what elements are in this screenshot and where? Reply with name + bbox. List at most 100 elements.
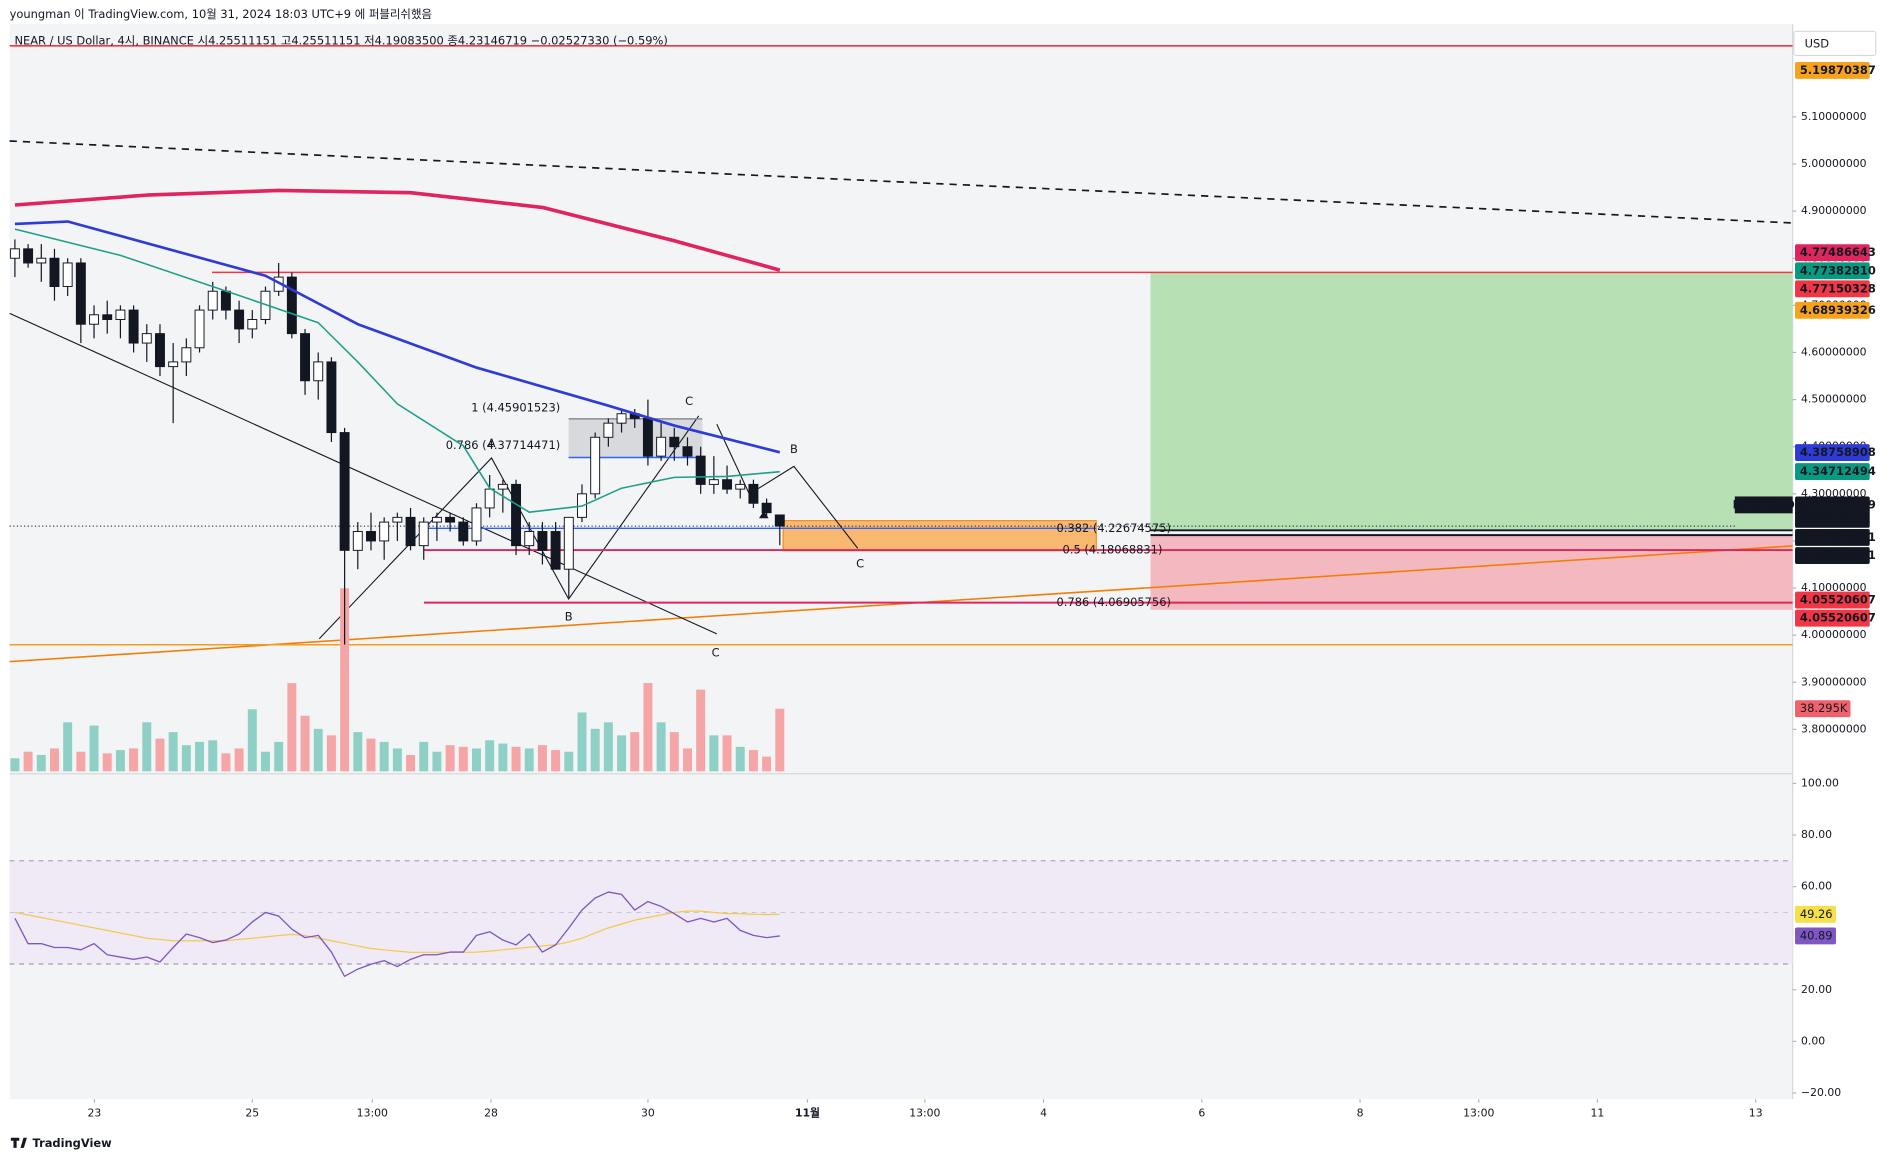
- candle-body: [511, 483, 522, 547]
- candle-body: [550, 531, 561, 570]
- volume-bar: [735, 746, 745, 772]
- channel-line: [9, 312, 718, 635]
- rsi-badge: [1795, 927, 1836, 945]
- price-badge: [1795, 262, 1870, 280]
- candle-body: [62, 262, 73, 288]
- price-badge: [1795, 463, 1870, 481]
- moving-average: [14, 228, 780, 513]
- candle-body: [23, 248, 34, 264]
- candle-body: [313, 361, 324, 382]
- volume-bar: [142, 722, 152, 772]
- brand: TradingView: [33, 1136, 113, 1150]
- rsi-y-tick-label: 20.00: [1801, 983, 1832, 996]
- candle-body: [352, 531, 363, 551]
- moving-average: [14, 188, 781, 272]
- candle-body: [326, 361, 337, 434]
- volume-bar: [617, 735, 627, 772]
- price-badge-label: 4.23146719: [1800, 497, 1876, 511]
- y-tick-label: 3.80000000: [1801, 722, 1867, 735]
- volume-bar: [234, 748, 244, 772]
- candle-body: [656, 436, 667, 457]
- price-badge: [1795, 609, 1870, 627]
- candle-body: [49, 257, 60, 288]
- volume-bar: [353, 732, 363, 772]
- volume-bar: [340, 588, 350, 772]
- x-tick-label: 23: [88, 1107, 102, 1120]
- y-tick-label: 5.10000000: [1801, 110, 1867, 123]
- currency-box[interactable]: [1793, 30, 1877, 57]
- logo-icon: [10, 1137, 27, 1148]
- candle-body: [168, 361, 179, 368]
- y-tick-label: 4.10000000: [1801, 581, 1867, 594]
- x-tick-label: 8: [1357, 1107, 1364, 1120]
- wave-label: C: [685, 394, 693, 408]
- price-badge: [1795, 547, 1870, 564]
- fib-label: 0.786 (4.06905756): [1057, 595, 1171, 609]
- candle-body: [36, 257, 47, 264]
- volume-bar: [551, 750, 561, 772]
- candle-body: [392, 516, 403, 523]
- volume-bar: [181, 745, 191, 772]
- candle-body: [247, 319, 258, 330]
- fib-label: 0.382 (4.22674575): [1057, 521, 1171, 535]
- candle-body: [484, 488, 495, 509]
- x-tick-label: 4: [1040, 1107, 1047, 1120]
- volume-bar: [762, 756, 772, 772]
- rsi-y-tick-label: 0.00: [1801, 1034, 1825, 1047]
- candle-body: [774, 514, 785, 527]
- price-badge-label: 4.34712494: [1800, 464, 1876, 478]
- wave-label: B: [565, 610, 573, 624]
- volume-bar: [76, 751, 86, 772]
- volume-bar: [168, 732, 178, 772]
- candle-body: [141, 333, 152, 344]
- volume-bar: [748, 750, 758, 772]
- candle-body: [379, 521, 390, 542]
- candle-body: [471, 507, 482, 542]
- price-badge-label: 5.19870387: [1800, 63, 1876, 77]
- volume-bar: [709, 735, 719, 772]
- candle-body: [445, 516, 456, 523]
- volume-bar: [89, 725, 99, 772]
- volume-bar: [115, 750, 125, 772]
- candle-body: [300, 333, 311, 382]
- trend-line: [9, 545, 1793, 663]
- volume-bar: [485, 740, 495, 772]
- volume-bar: [63, 722, 73, 772]
- rsi-y-tick-label: 100.00: [1801, 776, 1839, 789]
- rsi-ma-line: [14, 910, 780, 953]
- candle-body: [735, 483, 746, 490]
- price-badge-label: 4.68939326: [1800, 303, 1876, 317]
- candle-body: [286, 276, 297, 335]
- candle-body: [220, 290, 231, 311]
- y-tick-label: 4.90000000: [1801, 204, 1867, 217]
- candle-body: [708, 479, 719, 485]
- volume-bar: [23, 751, 33, 772]
- fib-label: 0.786 (4.37714471): [446, 438, 560, 452]
- x-tick-label: 13:00: [1463, 1107, 1494, 1120]
- candle-body: [194, 309, 205, 349]
- y-tick-label: 5.00000000: [1801, 157, 1867, 170]
- y-tick-label: 4.60000000: [1801, 345, 1867, 358]
- volume-bar: [419, 741, 429, 772]
- price-badge-label: 4.05520607: [1800, 593, 1876, 607]
- candle-body: [89, 314, 100, 325]
- wave-label: A: [488, 436, 496, 450]
- candle-body: [748, 483, 759, 504]
- volume-bar: [656, 722, 666, 772]
- volume-bar: [36, 754, 46, 772]
- moving-average: [14, 220, 781, 454]
- volume-bar: [287, 683, 297, 772]
- candle-body: [234, 309, 245, 330]
- price-badge-label: 4.38758908: [1800, 445, 1876, 459]
- candle-body: [418, 521, 429, 547]
- volume-bar: [260, 751, 270, 772]
- volume-bar: [300, 715, 310, 772]
- volume-bar: [683, 748, 692, 772]
- volume-bar: [669, 732, 679, 772]
- volume-bar: [432, 751, 442, 772]
- price-badge: [1795, 61, 1870, 79]
- price-badge-label: 4.21074551: [1800, 548, 1876, 562]
- volume-badge-label: 38.295K: [1800, 701, 1848, 715]
- x-tick-label: 13:00: [357, 1107, 388, 1120]
